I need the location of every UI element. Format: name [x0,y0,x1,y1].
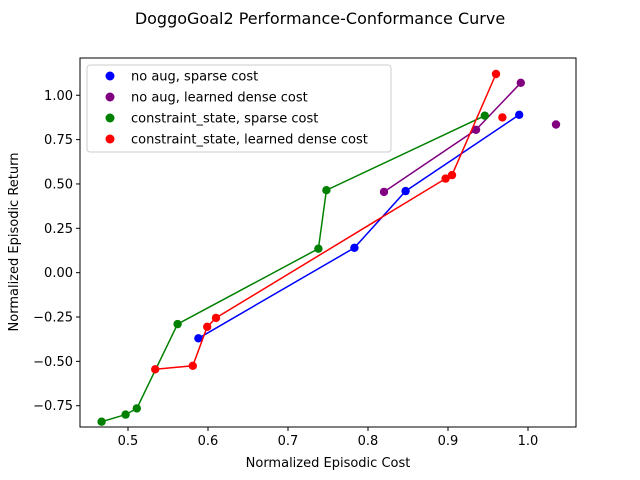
data-point-2-2 [132,404,141,413]
x-tick-label: 0.9 [438,434,459,449]
x-tick-label: 0.7 [278,434,299,449]
y-tick-label: 0.75 [44,133,73,148]
x-axis-label: Normalized Episodic Cost [246,456,411,471]
y-tick-label: −0.75 [33,399,73,414]
chart-title: DoggoGoal2 Performance-Conformance Curve [135,9,505,28]
data-point-2-6 [480,111,489,120]
x-tick-label: 0.6 [198,434,219,449]
series-2 [97,111,489,426]
legend-label-1: no aug, learned dense cost [131,91,308,106]
series-3 [151,69,507,374]
data-point-1-2 [516,78,525,88]
data-point-3-6 [491,69,501,79]
legend: no aug, sparse cost no aug, learned dense… [86,64,392,153]
x-tick-label: 0.8 [358,434,379,449]
x-axis-ticks: 0.5 0.6 0.7 0.8 0.9 1.0 [118,427,539,449]
y-axis-ticks: −0.75 −0.50 −0.25 0.00 0.25 0.50 0.75 1.00 [33,89,80,414]
y-tick-label: 0.00 [44,266,73,281]
x-tick-label: 1.0 [518,434,539,449]
data-point-2-4 [314,244,323,253]
legend-label-2: constraint_state, sparse cost [131,112,318,127]
data-point-3-7 [498,113,507,122]
data-point-3-4 [441,174,450,183]
data-point-1-0 [379,187,389,197]
axes [79,57,577,428]
data-point-0-3 [515,110,524,120]
data-point-0-0 [194,334,203,343]
legend-frame [86,64,392,153]
data-point-1-1 [471,125,481,134]
data-point-0-2 [401,186,410,196]
y-tick-label: −0.50 [33,355,73,370]
axes-frame [79,57,577,428]
x-tick-label: 0.5 [118,434,139,449]
data-point-3-2 [203,322,212,331]
y-tick-label: −0.25 [33,311,73,326]
y-axis-label: Normalized Episodic Return [7,153,22,332]
legend-label-0: no aug, sparse cost [131,70,258,85]
data-point-0-1 [350,243,359,252]
data-point-1-3 [551,120,561,129]
plot-area [97,69,561,426]
y-tick-label: 0.25 [44,222,73,237]
data-point-3-3 [211,313,221,323]
legend-marker-2 [105,113,115,123]
data-point-2-1 [121,410,130,419]
y-tick-label: 0.50 [44,177,73,192]
series-1 [379,78,561,197]
legend-label-3: constraint_state, learned dense cost [131,133,368,148]
data-point-3-0 [151,365,160,374]
data-point-2-5 [322,186,331,195]
legend-marker-3 [105,134,115,144]
legend-marker-1 [105,92,115,102]
data-point-3-5 [447,170,457,180]
data-point-3-1 [188,361,197,370]
data-point-2-3 [173,319,182,329]
data-point-2-0 [97,417,106,426]
y-tick-label: 1.00 [44,89,73,104]
legend-marker-0 [105,71,115,81]
